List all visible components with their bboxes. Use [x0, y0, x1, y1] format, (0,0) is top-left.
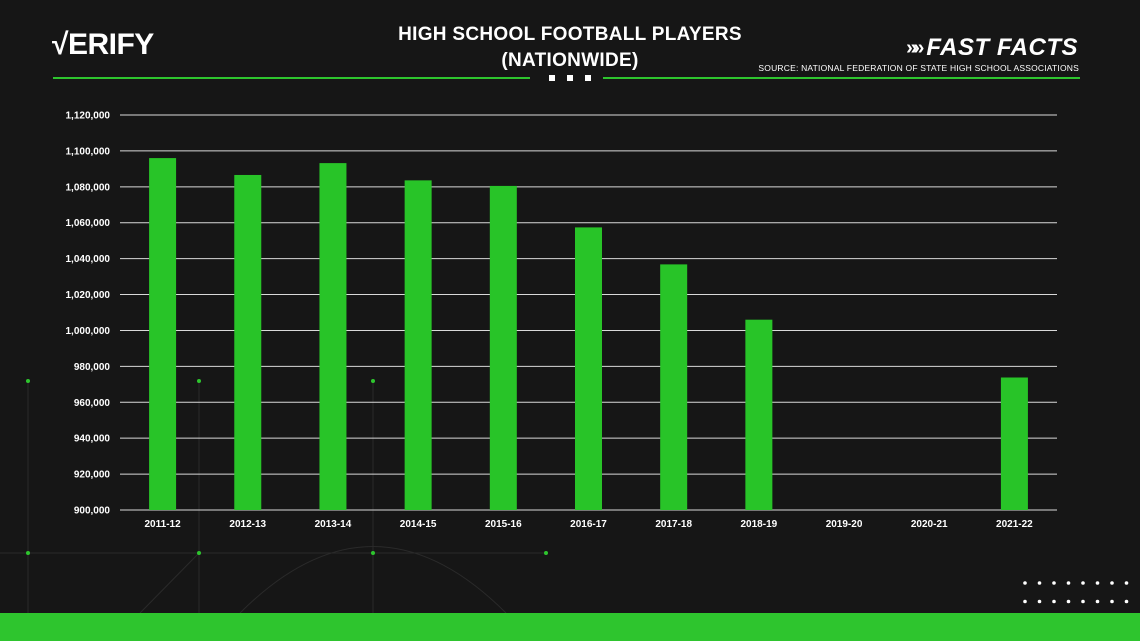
- decorative-dot: [1066, 599, 1071, 604]
- fast-facts-brand: »» FAST FACTS: [906, 34, 1078, 62]
- y-axis-ticks: 900,000 920,000 940,000 960,000 980,000 1,000…: [66, 111, 111, 517]
- source-note: SOURCE: NATIONAL FEDERATION OF STATE HIG…: [758, 63, 1079, 73]
- y-tick-label: 940,000: [74, 434, 111, 445]
- bar: [234, 174, 262, 510]
- decorative-dot: [1037, 599, 1042, 604]
- bar: [1000, 377, 1028, 510]
- decorative-dot: [1066, 581, 1071, 585]
- x-tick-label: 2018-19: [741, 519, 778, 530]
- decorative-dot: [1081, 599, 1085, 604]
- y-tick-label: 1,080,000: [66, 182, 111, 193]
- x-tick-label: 2016-17: [570, 519, 607, 530]
- chart-title-line2: (NATIONWIDE): [501, 50, 639, 71]
- y-tick-label: 1,060,000: [66, 218, 111, 229]
- chart-title: HIGH SCHOOL FOOTBALL PLAYERS (NATIONWIDE…: [370, 22, 770, 74]
- footer-bar: [0, 613, 1140, 641]
- decorative-dot: [1052, 581, 1056, 585]
- bar: [319, 163, 347, 511]
- x-tick-label: 2011-12: [145, 519, 182, 530]
- decorative-dot: [1110, 599, 1114, 604]
- decorative-dot: [1124, 581, 1129, 585]
- header-divider-dots: [549, 75, 591, 81]
- decorative-dot: [1095, 581, 1100, 585]
- x-tick-label: 2014-15: [400, 519, 437, 530]
- header-divider-left: [53, 77, 530, 79]
- logo-checkmark: √: [52, 28, 68, 61]
- decorative-dot: [1124, 599, 1129, 604]
- x-axis-ticks: 2011-12 2012-13 2013-14 2014-15 2015-16 2016-…: [145, 519, 1034, 530]
- decorative-dot: [1081, 581, 1085, 585]
- bar: [489, 185, 517, 510]
- logo-text: ERIFY: [67, 28, 154, 61]
- bar: [404, 180, 432, 510]
- double-chevron-icon: »»: [906, 36, 924, 59]
- y-tick-label: 1,040,000: [66, 254, 111, 265]
- decorative-dot: [1023, 599, 1027, 604]
- x-tick-label: 2015-16: [485, 519, 522, 530]
- x-tick-label: 2021-22: [996, 519, 1033, 530]
- chart-title-line1: HIGH SCHOOL FOOTBALL PLAYERS: [398, 24, 742, 45]
- decorative-dot: [1037, 581, 1042, 585]
- bars: [149, 158, 1028, 511]
- bar: [575, 227, 602, 511]
- y-tick-label: 920,000: [74, 470, 111, 481]
- bar: [745, 319, 773, 510]
- fast-facts-label: FAST FACTS: [926, 34, 1078, 61]
- x-tick-label: 2020-21: [911, 519, 948, 530]
- decorative-dot: [1095, 599, 1100, 604]
- y-tick-label: 1,020,000: [66, 290, 111, 301]
- decorative-dot: [1110, 581, 1114, 585]
- decorative-dot: [1052, 599, 1056, 604]
- bar: [149, 158, 177, 510]
- y-tick-label: 1,100,000: [66, 146, 111, 157]
- x-tick-label: 2017-18: [655, 519, 692, 530]
- y-tick-label: 960,000: [74, 398, 111, 409]
- x-tick-label: 2019-20: [826, 519, 863, 530]
- y-tick-label: 1,120,000: [66, 111, 111, 122]
- verify-logo: √ERIFY: [52, 28, 154, 62]
- decorative-dot: [1023, 581, 1027, 585]
- y-tick-label: 900,000: [74, 506, 111, 517]
- y-tick-label: 1,000,000: [66, 326, 111, 337]
- x-tick-label: 2013-14: [315, 519, 352, 530]
- y-tick-label: 980,000: [74, 362, 111, 373]
- bar: [660, 264, 688, 510]
- header-divider-right: [603, 77, 1080, 79]
- x-tick-label: 2012-13: [229, 519, 266, 530]
